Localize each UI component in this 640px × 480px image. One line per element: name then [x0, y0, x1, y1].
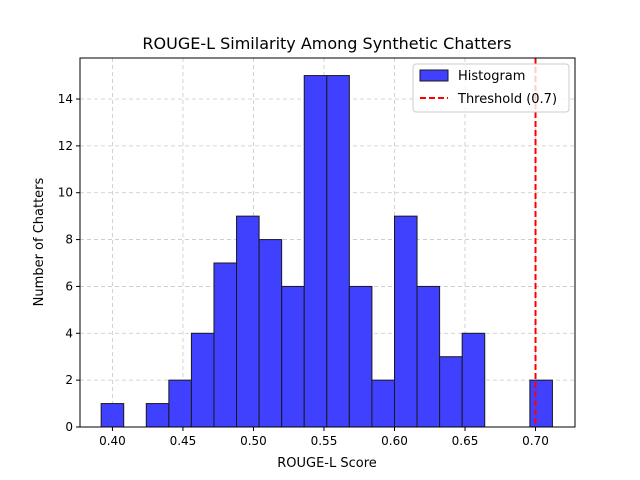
histogram-bar — [371, 379, 395, 428]
histogram-bar — [168, 379, 192, 428]
legend-threshold-label: Threshold (0.7) — [457, 92, 557, 107]
chart-title: ROUGE-L Similarity Among Synthetic Chatt… — [142, 34, 511, 53]
plot-frame — [79, 57, 576, 428]
y-tick-label: 8 — [65, 233, 73, 247]
x-tick-label: 0.50 — [240, 434, 267, 448]
x-tick-label: 0.45 — [170, 434, 197, 448]
histogram-bar — [190, 332, 215, 428]
histogram-bar — [439, 356, 463, 428]
x-axis-label: ROUGE-L Score — [277, 456, 377, 471]
x-tick-label: 0.60 — [381, 434, 408, 448]
histogram-bar — [258, 239, 283, 428]
x-tick-label: 0.70 — [522, 434, 549, 448]
y-tick-label: 0 — [65, 420, 73, 434]
legend-histogram-label: Histogram — [458, 69, 525, 84]
x-tick-label: 0.55 — [311, 434, 338, 448]
y-tick-label: 12 — [58, 139, 73, 153]
legend-histogram-swatch — [419, 69, 449, 82]
histogram-bar — [100, 403, 125, 428]
histogram-bar — [461, 332, 486, 428]
legend-box — [412, 63, 570, 113]
histogram-bar — [236, 215, 260, 428]
y-tick-label: 14 — [58, 92, 73, 106]
legend: Histogram Threshold (0.7) — [412, 63, 570, 113]
histogram-bar — [145, 403, 170, 428]
histogram-bar — [393, 215, 418, 428]
y-tick-label: 10 — [58, 186, 73, 200]
y-tick-label: 2 — [65, 373, 73, 387]
histogram-bar — [213, 262, 238, 428]
x-axis: 0.40 0.45 0.50 0.55 0.60 0.65 0.70 — [99, 427, 549, 448]
y-tick-label: 4 — [65, 326, 73, 340]
histogram-bar — [416, 285, 441, 428]
y-axis-label: Number of Chatters — [32, 177, 47, 306]
histogram-bar — [303, 75, 328, 428]
histogram-bar — [529, 379, 553, 428]
histogram-bar — [348, 285, 373, 428]
x-tick-label: 0.40 — [99, 434, 126, 448]
x-tick-label: 0.65 — [452, 434, 479, 448]
histogram-bar — [281, 285, 305, 428]
y-axis: 0 2 4 6 8 10 12 14 — [58, 92, 80, 434]
histogram-bar — [326, 75, 350, 428]
y-tick-label: 6 — [65, 279, 73, 293]
